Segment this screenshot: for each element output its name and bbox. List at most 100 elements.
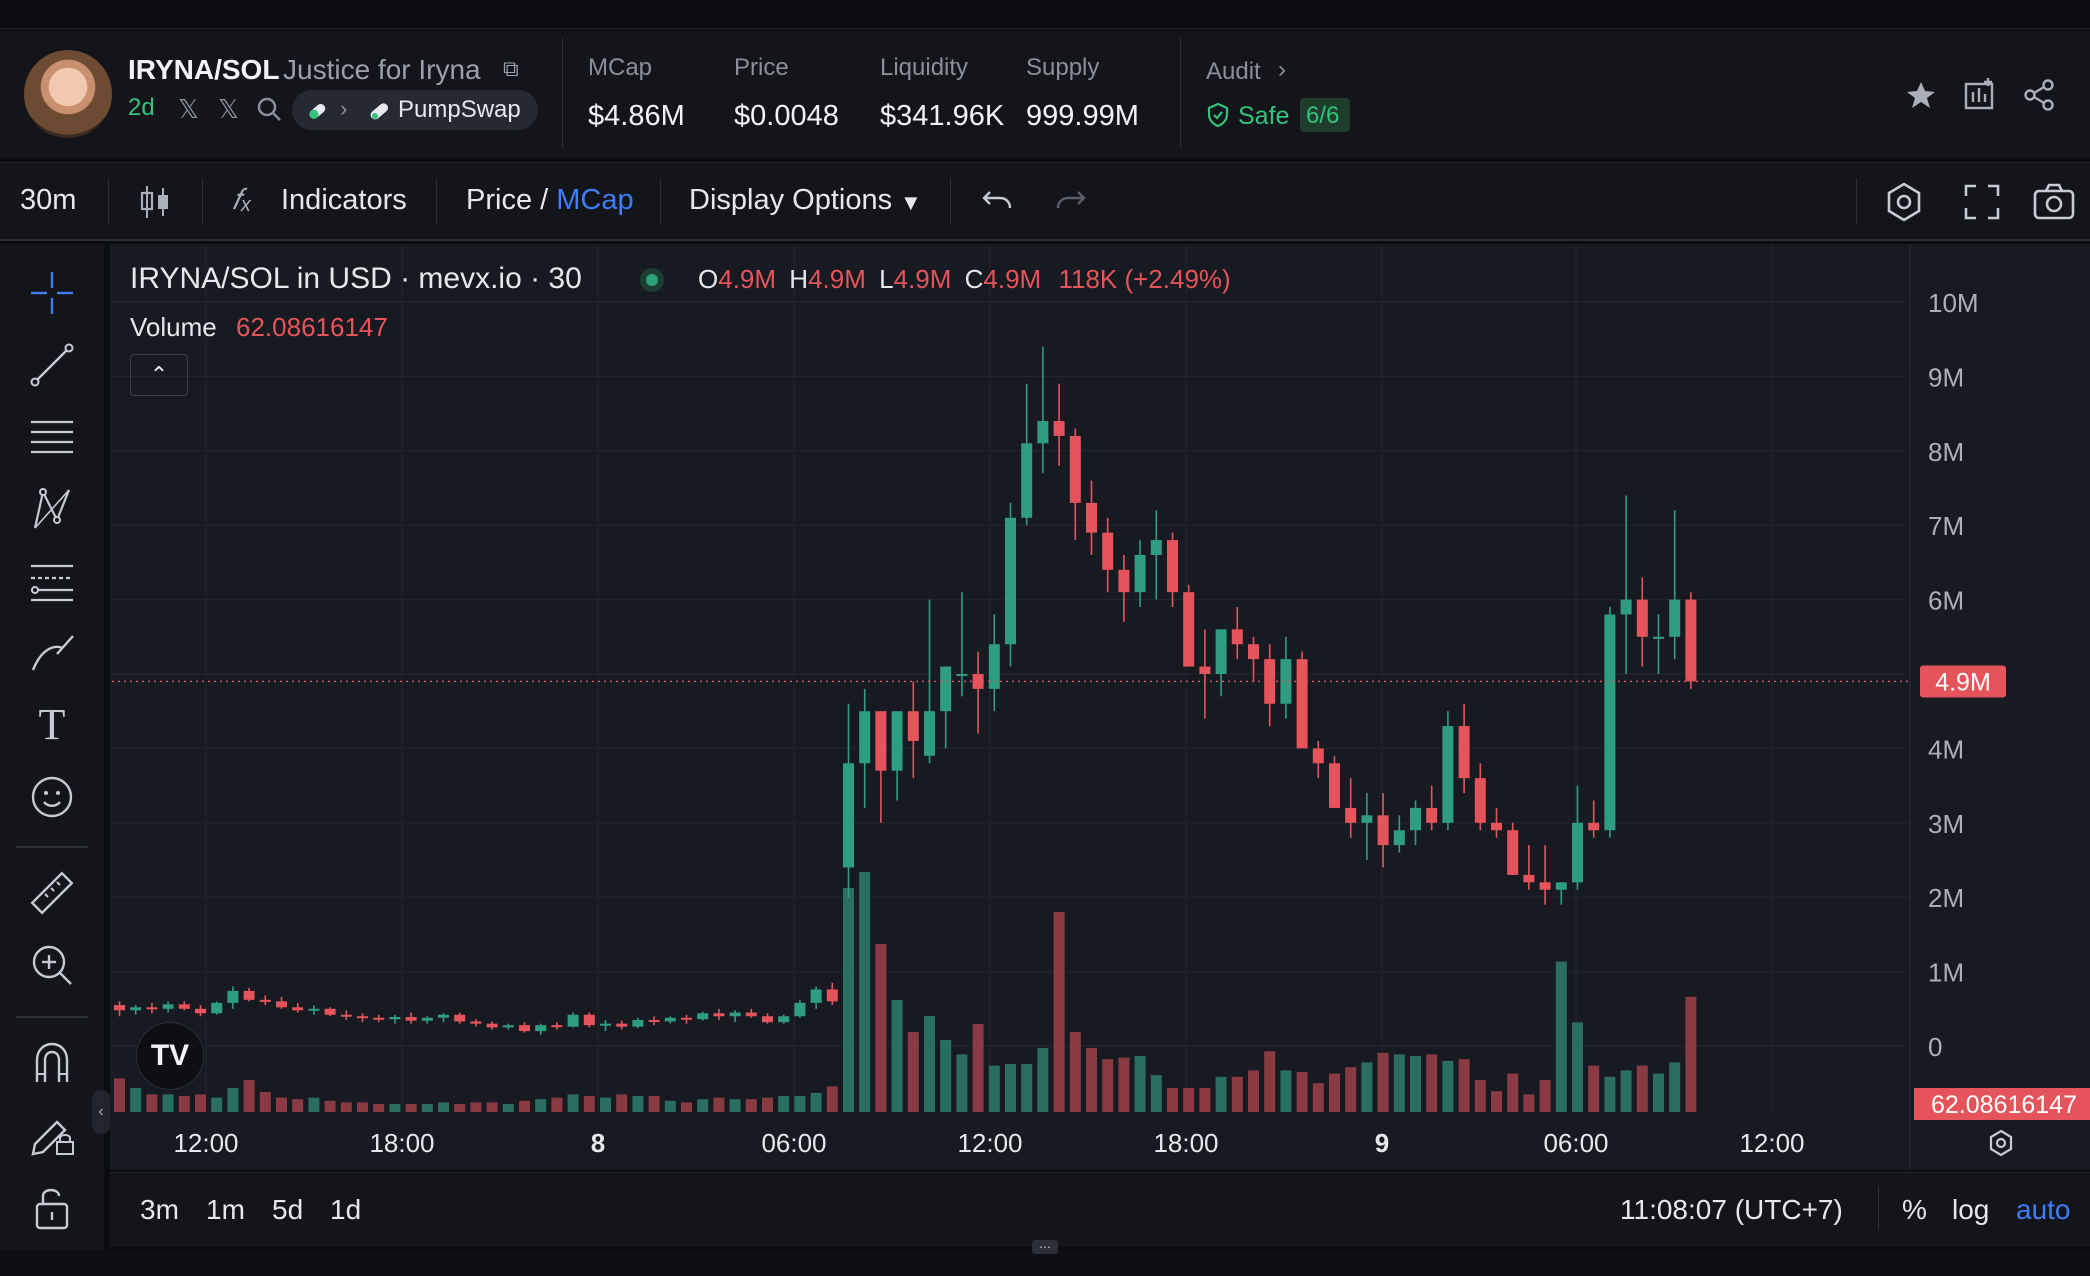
- axis-settings-icon[interactable]: [1986, 1128, 2016, 1158]
- candle-body: [1458, 726, 1470, 779]
- share-icon[interactable]: [2022, 78, 2056, 112]
- ohlc-legend: O4.9M H4.9M L4.9M C4.9M 118K (+2.49%): [698, 264, 1231, 295]
- volume-bar: [519, 1100, 530, 1112]
- volume-bar: [438, 1102, 449, 1112]
- volume-bar: [859, 872, 871, 1112]
- display-options-button[interactable]: Display Options: [689, 184, 893, 216]
- candle-body: [632, 1019, 644, 1027]
- volume-bar: [697, 1099, 709, 1112]
- candle-body: [713, 1013, 725, 1017]
- indicators-button[interactable]: Indicators: [281, 184, 407, 216]
- token-avatar[interactable]: [24, 50, 112, 138]
- range-1m[interactable]: 1m: [206, 1194, 245, 1225]
- volume-bar: [292, 1099, 304, 1112]
- brush-icon[interactable]: [22, 628, 82, 678]
- horizontal-lines-icon[interactable]: [22, 412, 82, 462]
- dex-name: PumpSwap: [398, 96, 521, 123]
- volume-bar: [616, 1094, 628, 1112]
- candle-body: [826, 989, 838, 1002]
- range-1d[interactable]: 1d: [330, 1194, 362, 1225]
- range-5d[interactable]: 5d: [272, 1194, 304, 1225]
- ruler-icon[interactable]: [22, 868, 82, 918]
- percent-scale-toggle[interactable]: %: [1902, 1194, 1927, 1225]
- redo-icon[interactable]: [1054, 184, 1088, 218]
- fib-retracement-icon[interactable]: [22, 556, 82, 606]
- candle-body: [1345, 807, 1357, 823]
- text-tool-icon[interactable]: T: [38, 700, 66, 749]
- volume-bar: [259, 1092, 271, 1112]
- toolbar-divider: [660, 178, 661, 224]
- camera-icon[interactable]: [2032, 180, 2076, 224]
- candle-body: [1134, 554, 1146, 593]
- volume-badge-label: 62.08616147: [1931, 1091, 2077, 1119]
- candle-body: [276, 1001, 287, 1008]
- candle-body: [308, 1008, 320, 1011]
- volume-bar: [1345, 1067, 1357, 1112]
- volume-bar: [1604, 1076, 1616, 1112]
- mcap-toggle-label[interactable]: MCap: [556, 184, 634, 216]
- candle-body: [1183, 592, 1195, 667]
- candle-body: [1410, 807, 1421, 831]
- candle-body: [1393, 830, 1405, 846]
- pencil-lock-icon[interactable]: [22, 1110, 82, 1160]
- volume-bar: [1523, 1094, 1535, 1112]
- candle-body: [421, 1017, 433, 1021]
- tradingview-logo[interactable]: TV: [136, 1022, 204, 1090]
- range-3m[interactable]: 3m: [140, 1194, 179, 1225]
- candle-body: [1685, 599, 1697, 682]
- clock-timezone[interactable]: 11:08:07 (UTC+7): [1620, 1194, 1843, 1225]
- pattern-tool-icon[interactable]: [22, 484, 82, 534]
- price-toggle-label[interactable]: Price: [466, 184, 533, 216]
- zoom-in-icon[interactable]: [22, 940, 82, 990]
- star-icon[interactable]: [1904, 78, 1938, 112]
- candlestick-type-icon[interactable]: [138, 182, 172, 222]
- copy-icon[interactable]: ⧉: [503, 56, 519, 81]
- chart-compare-icon[interactable]: [1962, 76, 1998, 112]
- candle-body: [162, 1004, 174, 1009]
- price-chart[interactable]: 10M9M8M7M6M5M4M3M2M1M012:0018:00806:0012…: [110, 244, 2090, 1170]
- candle-body: [292, 1007, 304, 1011]
- candle-body: [1636, 599, 1648, 637]
- fullscreen-icon[interactable]: [1962, 182, 2002, 222]
- x-community-icon[interactable]: 𝕏: [218, 94, 239, 124]
- indicators-icon[interactable]: 𝑓ₓ: [232, 184, 253, 216]
- collapse-legend-button[interactable]: ⌃: [130, 354, 188, 396]
- candle-body: [940, 666, 952, 712]
- candle-body: [1021, 443, 1033, 518]
- caret-down-icon[interactable]: ▼: [900, 190, 922, 215]
- emoji-icon[interactable]: [22, 772, 82, 822]
- undo-icon[interactable]: [980, 184, 1014, 218]
- crosshair-icon[interactable]: [22, 268, 82, 318]
- candle-body: [1523, 874, 1535, 883]
- candle-body: [405, 1016, 417, 1021]
- volume-bar: [130, 1088, 142, 1112]
- price-mcap-toggle[interactable]: Price / MCap: [466, 184, 634, 217]
- x-social-icon[interactable]: 𝕏: [178, 94, 199, 124]
- candle-body: [1572, 822, 1583, 883]
- change-value: 118K (+2.49%): [1058, 264, 1231, 294]
- dex-route-pill[interactable]: [292, 90, 538, 130]
- volume-bar: [195, 1094, 206, 1112]
- volume-bar: [1264, 1051, 1276, 1112]
- log-scale-toggle[interactable]: log: [1952, 1194, 1990, 1225]
- resize-handle[interactable]: ⋯: [1032, 1240, 1058, 1254]
- search-icon[interactable]: [256, 96, 282, 122]
- candle-body: [1620, 599, 1632, 615]
- candle-body: [502, 1025, 514, 1028]
- candle-body: [211, 1002, 223, 1014]
- candle-body: [664, 1017, 676, 1022]
- auto-scale-toggle[interactable]: auto: [2016, 1194, 2071, 1225]
- candle-body: [1231, 629, 1243, 645]
- magnet-icon[interactable]: [22, 1038, 82, 1088]
- audit-link[interactable]: Audit: [1206, 58, 1261, 85]
- candle-body: [567, 1014, 579, 1027]
- collapse-sidebar-tab[interactable]: ‹: [92, 1090, 110, 1134]
- unlock-icon[interactable]: [22, 1182, 82, 1232]
- interval-selector[interactable]: 30m: [20, 184, 77, 216]
- trend-line-icon[interactable]: [22, 340, 82, 390]
- toolbar-divider: [108, 178, 109, 224]
- candle-body: [243, 990, 255, 1000]
- candle-body: [195, 1008, 206, 1014]
- settings-gear-icon[interactable]: [1882, 180, 1926, 224]
- volume-bar: [535, 1099, 547, 1112]
